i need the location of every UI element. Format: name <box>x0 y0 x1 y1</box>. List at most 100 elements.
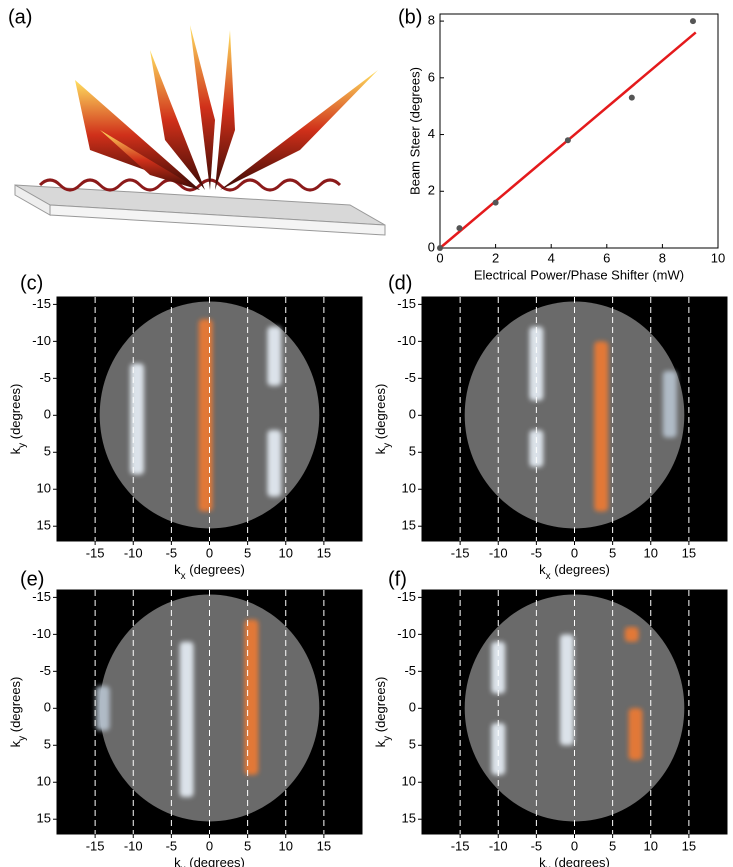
y-tick-label: 15 <box>402 811 416 826</box>
y-tick-label: -5 <box>404 370 416 385</box>
y-tick-label: -15 <box>32 589 51 604</box>
axis-label-main: k <box>539 562 546 577</box>
axis-label-main: k <box>539 855 546 867</box>
x-tick-label: -15 <box>86 545 105 560</box>
beam-stripe <box>559 634 574 746</box>
panel-label: (b) <box>398 6 422 28</box>
axis-label-main: k <box>174 562 181 577</box>
y-tick-label: 0 <box>409 407 416 422</box>
y-tick-label: 0 <box>428 239 435 254</box>
y-tick-label: 10 <box>402 481 416 496</box>
axis-label-rest: (degrees) <box>186 855 245 867</box>
point <box>456 225 463 232</box>
axis-label-main: k <box>8 740 23 747</box>
axis-label: kx (degrees) <box>539 855 610 867</box>
y-tick-label: -5 <box>39 370 51 385</box>
y-tick-label: 5 <box>409 737 416 752</box>
y-tick-label: 10 <box>37 481 51 496</box>
y-tick-label: 4 <box>428 126 435 141</box>
axis-label: ky (degrees) <box>373 677 393 748</box>
y-tick-label: 15 <box>37 518 51 533</box>
aperture <box>464 301 685 529</box>
y-tick-label: 5 <box>409 444 416 459</box>
axis-label-sub: y <box>17 443 28 448</box>
axis-label: kx (degrees) <box>174 855 245 867</box>
x-tick-label: -5 <box>531 545 543 560</box>
axis-label: ky (degrees) <box>373 384 393 455</box>
x-tick-label: -10 <box>489 838 508 853</box>
beam-stripe <box>529 326 544 401</box>
x-tick-label: 5 <box>609 545 616 560</box>
y-tick-label: -5 <box>404 663 416 678</box>
x-tick-label: 5 <box>609 838 616 853</box>
x-tick-label: 10 <box>644 545 658 560</box>
point <box>437 245 443 251</box>
y-tick-label: -15 <box>397 589 416 604</box>
beam-stripe <box>179 641 194 798</box>
panel-label: (f) <box>388 568 407 590</box>
panel-label: (d) <box>388 272 412 294</box>
y-tick-label: -15 <box>397 296 416 311</box>
x-tick-label: 5 <box>244 545 251 560</box>
axis-label-sub: x <box>546 571 551 582</box>
aperture <box>464 594 685 822</box>
axis-label-rest: (degrees) <box>8 384 23 443</box>
axis-label-sub: y <box>382 736 393 741</box>
axis-label-rest: (degrees) <box>373 677 388 736</box>
axis-label-main: k <box>8 447 23 454</box>
axis-label-main: k <box>373 447 388 454</box>
beam-stripe <box>594 341 609 512</box>
y-axis-label: Beam Steer (degrees) <box>407 67 422 195</box>
y-tick-label: -5 <box>39 663 51 678</box>
y-tick-label: 2 <box>428 183 435 198</box>
x-tick-label: 0 <box>436 250 443 265</box>
x-tick-label: 10 <box>279 545 293 560</box>
x-tick-label: 0 <box>206 838 213 853</box>
x-tick-label: -5 <box>531 838 543 853</box>
x-tick-label: 0 <box>571 545 578 560</box>
y-tick-label: 5 <box>44 444 51 459</box>
axis-label-rest: (degrees) <box>8 677 23 736</box>
illustration <box>14 25 386 236</box>
axis-label-sub: x <box>181 864 186 867</box>
x-tick-label: -5 <box>166 838 178 853</box>
y-tick-label: 15 <box>37 811 51 826</box>
beam-stripe <box>95 686 110 731</box>
beam-stripe <box>267 430 282 497</box>
x-tick-label: 15 <box>682 545 696 560</box>
axis-label: ky (degrees) <box>8 677 28 748</box>
beam-stripe <box>624 626 639 642</box>
axis-label: kx (degrees) <box>539 562 610 582</box>
beam-stripe <box>491 723 506 775</box>
y-tick-label: -10 <box>397 626 416 641</box>
point <box>492 199 499 206</box>
y-tick-label: -10 <box>32 626 51 641</box>
x-axis-label: Electrical Power/Phase Shifter (mW) <box>474 267 684 282</box>
y-tick-label: 10 <box>402 774 416 789</box>
beam-stripe <box>130 363 144 475</box>
y-tick-label: 15 <box>402 518 416 533</box>
x-tick-label: 10 <box>711 250 725 265</box>
x-tick-label: 10 <box>644 838 658 853</box>
y-tick-label: 0 <box>44 407 51 422</box>
beam-stripe <box>491 641 506 694</box>
x-tick-label: 10 <box>279 838 293 853</box>
axis-label-rest: (degrees) <box>551 562 610 577</box>
x-tick-label: 4 <box>548 250 555 265</box>
y-tick-label: 0 <box>44 700 51 715</box>
beam-stripe <box>244 619 259 775</box>
panel-label: (c) <box>20 272 43 294</box>
x-tick-label: -15 <box>451 545 470 560</box>
axis-label-rest: (degrees) <box>551 855 610 867</box>
y-tick-label: 8 <box>428 13 435 28</box>
panel-label: (a) <box>8 6 32 28</box>
scatter-panel: 0 2 4 6 8 10 0 2 4 6 8 Electrical Power/Phase Shift… <box>407 13 725 283</box>
x-tick-label: -15 <box>86 838 105 853</box>
axis-label-main: k <box>174 855 181 867</box>
beam-stripe <box>267 326 282 386</box>
point <box>689 18 696 25</box>
